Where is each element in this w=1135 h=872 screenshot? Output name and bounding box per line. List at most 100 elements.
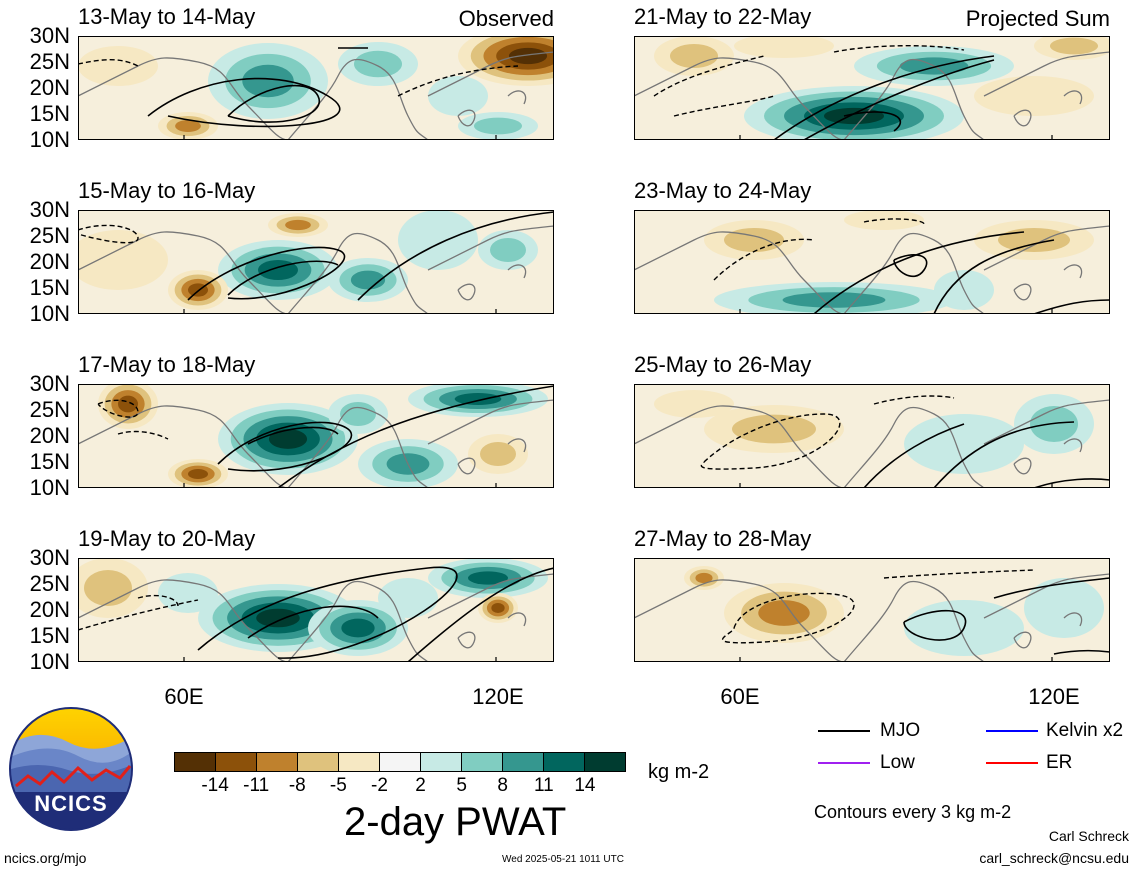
coastline	[983, 399, 1110, 445]
lat-label: 30N	[29, 371, 70, 396]
lat-label: 20N	[29, 249, 70, 274]
coastline	[78, 405, 289, 488]
mjo-contour-positive	[277, 385, 554, 488]
colorbar-tick-label: 2	[415, 775, 426, 796]
pwat-anomaly-region	[1024, 578, 1104, 638]
colorbar-swatch	[584, 753, 625, 771]
lon-label: 60E	[720, 684, 760, 709]
pwat-anomaly-region	[782, 292, 886, 308]
mjo-contour-positive	[843, 111, 902, 132]
lat-label: 10N	[29, 475, 70, 500]
lat-label: 15N	[29, 101, 70, 126]
pwat-anomaly-region	[454, 393, 502, 405]
pwat-anomaly-region	[508, 47, 548, 65]
coastline	[287, 580, 429, 662]
panel-title: 15-May to 16-May	[78, 178, 256, 203]
lat-label: 20N	[29, 597, 70, 622]
mjo-contour-positive	[813, 231, 1025, 314]
pwat-anomaly-region	[428, 76, 488, 116]
mjo-contour-positive	[993, 577, 1110, 599]
mjo-contour-negative	[673, 95, 775, 117]
lat-label: 10N	[29, 127, 70, 152]
lat-label: 30N	[29, 545, 70, 570]
colorbar-tick-label: -2	[371, 775, 388, 796]
mjo-contour-positive	[933, 421, 1075, 488]
coastline	[507, 264, 527, 279]
pwat-anomaly-region	[398, 210, 478, 270]
lat-label: 20N	[29, 75, 70, 100]
colorbar-tick-label: 11	[533, 775, 554, 796]
coastline	[507, 438, 527, 453]
coastline	[1013, 457, 1032, 475]
pwat-anomaly-region	[480, 442, 516, 466]
panel-tag-projected: Projected Sum	[965, 6, 1110, 31]
mjo-contour-negative	[700, 413, 841, 470]
mjo-contour-positive	[1053, 649, 1110, 655]
coastline	[457, 631, 476, 649]
pwat-map	[634, 36, 1110, 140]
mjo-contour-positive	[247, 605, 379, 639]
coastline	[1013, 283, 1032, 301]
colorbar-swatch	[543, 753, 584, 771]
coastline	[78, 579, 289, 662]
pwat-anomaly-region	[354, 50, 402, 78]
pwat-anomaly-region	[695, 572, 713, 584]
lat-label: 25N	[29, 223, 70, 248]
pwat-anomaly-region	[242, 64, 294, 98]
pwat-map	[78, 558, 554, 662]
colorbar-tick-label: -11	[243, 775, 270, 796]
mjo-contour-positive	[933, 239, 1055, 314]
pwat-map	[634, 210, 1110, 314]
pwat-anomaly-region	[341, 618, 375, 638]
pwat-anomaly-region	[175, 120, 201, 132]
author-email: carl_schreck@ncsu.edu	[979, 850, 1129, 866]
mjo-contour-negative	[653, 55, 765, 97]
colorbar-tick-label: -8	[288, 775, 306, 796]
coastline	[983, 225, 1110, 271]
pwat-anomaly-region	[350, 270, 386, 290]
lon-label: 120E	[1028, 684, 1080, 709]
legend-line-er	[986, 762, 1038, 764]
coastline	[983, 573, 1110, 619]
lat-label: 15N	[29, 275, 70, 300]
coastline	[287, 406, 429, 488]
coastline	[457, 457, 476, 475]
pwat-map	[78, 210, 554, 314]
mjo-contour-positive	[187, 246, 346, 301]
lon-label: 120E	[472, 684, 524, 709]
pwat-map	[78, 384, 554, 488]
coastline	[78, 57, 289, 140]
coastline	[843, 580, 985, 662]
legend-line-kelvin	[986, 730, 1038, 732]
pwat-anomaly-region	[258, 260, 298, 280]
legend-label-mjo: MJO	[880, 720, 921, 741]
coastline	[1013, 631, 1032, 649]
colorbar-tick-label: 14	[574, 775, 596, 796]
colorbar-swatch	[215, 753, 256, 771]
mjo-contour-negative	[873, 395, 955, 405]
lat-label: 10N	[29, 301, 70, 326]
legend-line-mjo	[818, 730, 870, 732]
site-link[interactable]: ncics.org/mjo	[4, 850, 87, 866]
mjo-contour-negative	[721, 592, 855, 644]
mjo-contour-negative	[863, 218, 925, 225]
mjo-contour-positive	[407, 567, 554, 662]
colorbar-swatches	[174, 752, 626, 772]
mjo-contour-positive	[803, 59, 995, 140]
mjo-contour-negative	[78, 224, 139, 244]
lat-label: 25N	[29, 49, 70, 74]
colorbar-tick-label: 5	[456, 775, 467, 796]
panel-title: 27-May to 28-May	[634, 526, 812, 551]
pwat-anomaly-region	[378, 578, 438, 618]
coastline	[287, 232, 429, 314]
panel-title: 21-May to 22-May	[634, 4, 812, 29]
mjo-contour-positive	[197, 566, 458, 659]
logo-text: NCICS	[34, 791, 108, 816]
coastline	[1063, 612, 1083, 627]
pwat-anomaly-region	[491, 603, 505, 613]
coastline	[427, 399, 554, 445]
colorbar-units: kg m-2	[648, 761, 710, 783]
colorbar-tick-label: -5	[329, 775, 347, 796]
pwat-anomaly-region	[268, 429, 308, 449]
coastline	[1013, 109, 1032, 127]
